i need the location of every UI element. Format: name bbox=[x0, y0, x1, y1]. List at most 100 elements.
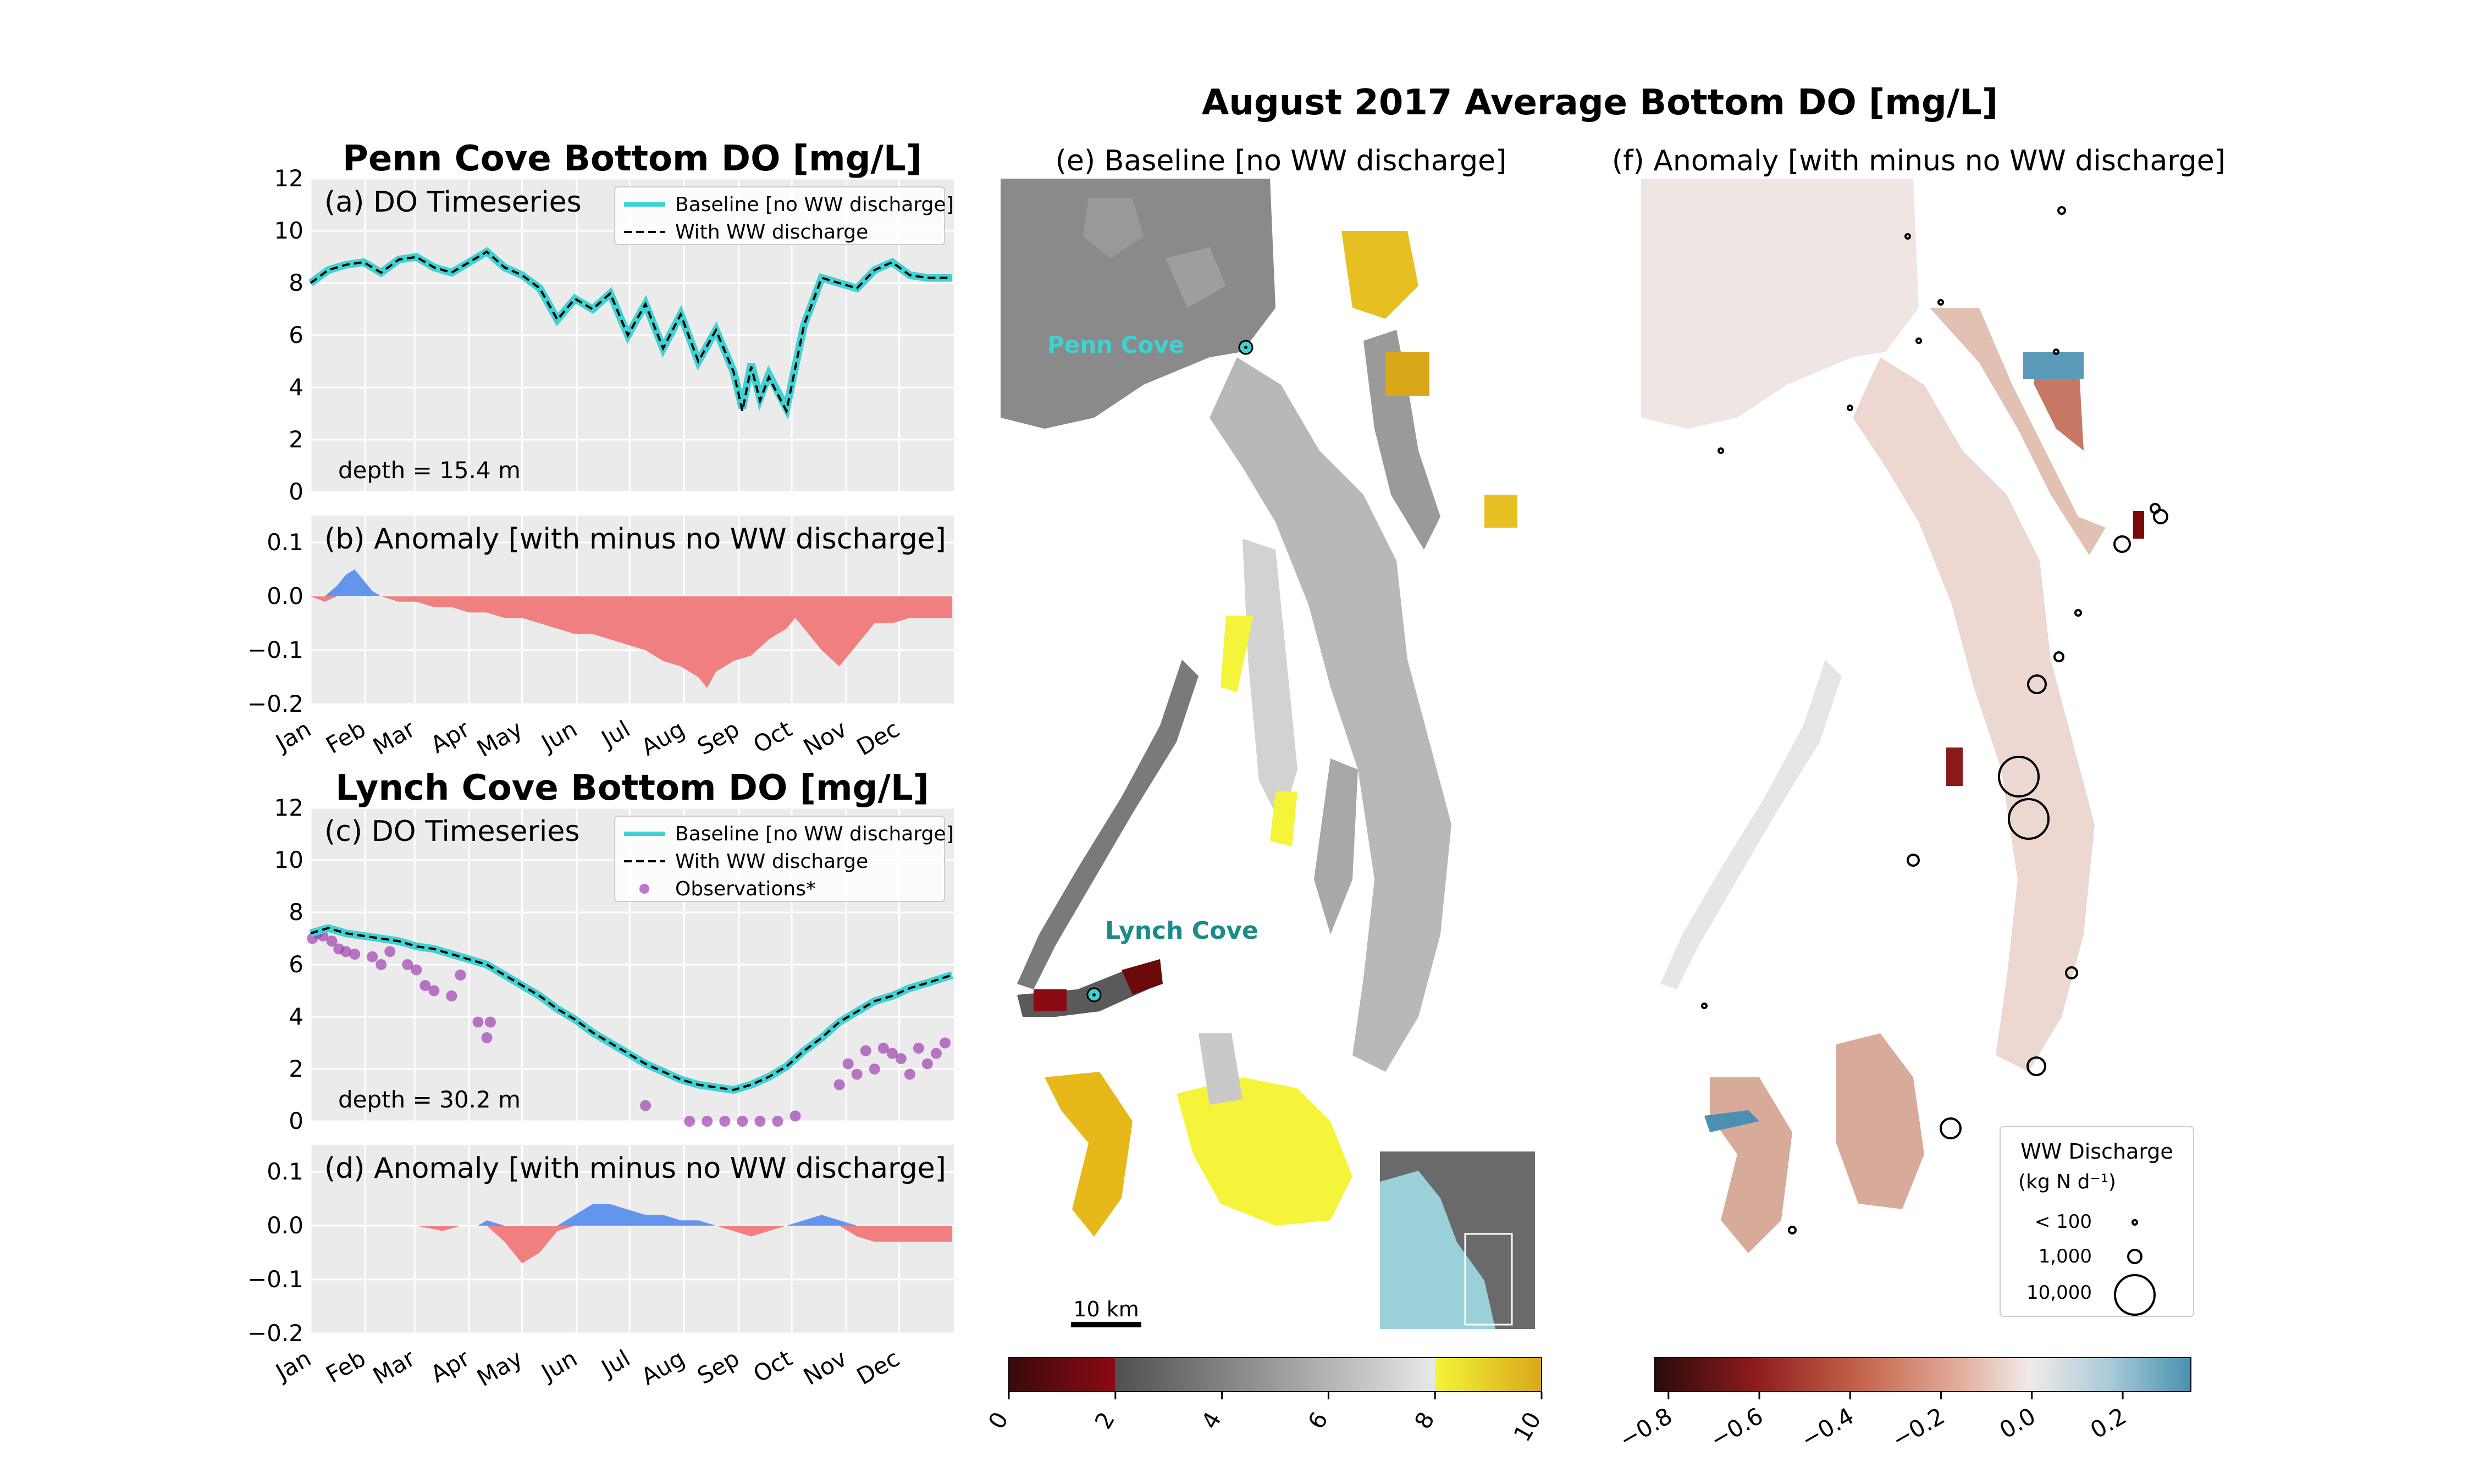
y-tick-label: 10 bbox=[274, 846, 303, 873]
discharge-legend-box bbox=[2000, 1126, 2194, 1317]
panel-d-label: (d) Anomaly [with minus no WW discharge] bbox=[324, 1152, 946, 1185]
colorbar-tick-label: 0.2 bbox=[2086, 1402, 2131, 1444]
anomaly-colorbar bbox=[1654, 1357, 2191, 1392]
discharge-legend-large: 10,000 bbox=[2026, 1282, 2092, 1304]
colorbar-tick-label: 0.0 bbox=[1995, 1402, 2040, 1444]
observation-point bbox=[904, 1068, 915, 1080]
panel-a-legend-box bbox=[614, 186, 945, 245]
y-tick-label: 12 bbox=[274, 165, 303, 192]
colorbar-tick-label: 6 bbox=[1302, 1408, 1333, 1434]
observation-point bbox=[842, 1058, 854, 1070]
observation-point bbox=[930, 1048, 942, 1059]
y-tick-label: 0.1 bbox=[267, 529, 303, 556]
observation-point bbox=[384, 946, 396, 957]
discharge-legend-medium: 1,000 bbox=[2039, 1245, 2092, 1267]
x-tick-label: Nov bbox=[799, 715, 852, 761]
observation-point bbox=[684, 1116, 695, 1127]
anomaly-colorbar-ticks: −0.8 −0.6 −0.4 −0.2 0.0 0.2 bbox=[1615, 1392, 2131, 1454]
lynch-cove-hypoxic-zone bbox=[1122, 959, 1163, 995]
y-tick-label: 6 bbox=[289, 322, 303, 348]
discharge-marker bbox=[1904, 233, 1911, 240]
y-tick-label: 12 bbox=[274, 794, 303, 821]
discharge-marker bbox=[2053, 348, 2059, 355]
x-tick-label: Apr bbox=[426, 1344, 474, 1388]
x-tick-label: Feb bbox=[321, 1344, 370, 1388]
observation-point bbox=[886, 1048, 898, 1059]
observation-point bbox=[367, 951, 378, 962]
observation-point bbox=[877, 1043, 889, 1054]
y-tick-label: 8 bbox=[289, 899, 303, 926]
discharge-marker bbox=[2065, 966, 2078, 979]
discharge-marker bbox=[2113, 535, 2131, 553]
panel-b-label: (b) Anomaly [with minus no WW discharge] bbox=[324, 523, 946, 556]
baseline-colorbar-high bbox=[1435, 1358, 1542, 1392]
anomaly-strait-water bbox=[1641, 179, 1919, 429]
observation-point bbox=[375, 959, 387, 970]
anomaly-south-positive bbox=[1704, 1110, 1759, 1132]
x-tick-label: Jul bbox=[595, 1344, 634, 1382]
y-tick-label: −0.1 bbox=[247, 636, 303, 663]
colorbar-tick-label: 8 bbox=[1409, 1408, 1440, 1434]
discharge-marker bbox=[2053, 651, 2064, 662]
observation-point bbox=[789, 1110, 801, 1122]
baseline-map: (e) Baseline [no WW discharge] Penn Cove… bbox=[983, 145, 1547, 1446]
penn-cove-map-label: Penn Cove bbox=[1047, 331, 1184, 358]
observation-point bbox=[737, 1116, 748, 1127]
penn-depth-annotation: depth = 15.4 m bbox=[338, 457, 521, 484]
y-tick-label: 0.0 bbox=[267, 1212, 303, 1239]
observation-point bbox=[719, 1116, 731, 1127]
x-tick-label: Nov bbox=[799, 1344, 852, 1390]
panel-c-yticks: 12 10 8 6 4 2 0 bbox=[274, 794, 303, 1134]
discharge-marker bbox=[1847, 405, 1853, 411]
observation-point bbox=[326, 935, 338, 947]
skagit-bay-region bbox=[1341, 231, 1418, 319]
y-tick-label: −0.2 bbox=[247, 1320, 303, 1347]
x-tick-label: May bbox=[472, 1344, 527, 1392]
penn-negative-anomaly-area bbox=[311, 596, 952, 688]
x-tick-label: Jul bbox=[595, 715, 634, 753]
y-tick-label: 0.1 bbox=[267, 1158, 303, 1185]
lynch-negative-anomaly-area bbox=[311, 1226, 952, 1264]
x-tick-label: Oct bbox=[749, 1344, 797, 1388]
lynch-baseline-line bbox=[310, 924, 953, 1094]
x-tick-label: Jun bbox=[535, 715, 582, 757]
panel-a-yticks: 12 10 8 6 4 2 0 bbox=[274, 165, 303, 505]
anomaly-saratoga bbox=[1930, 308, 2106, 555]
observation-point bbox=[913, 1043, 924, 1054]
x-tick-label: Mar bbox=[368, 1344, 420, 1389]
discharge-legend-units: (kg N d⁻¹) bbox=[2018, 1171, 2116, 1193]
lynch-cove-timeseries-chart: Lynch Cove Bottom DO [mg/L] 12 10 8 6 4 2 0 (c… bbox=[274, 768, 954, 1134]
colorbar-tick-label: 0 bbox=[983, 1408, 1014, 1434]
penn-cove-title: Penn Cove Bottom DO [mg/L] bbox=[343, 139, 922, 179]
main-basin-channel bbox=[1210, 357, 1451, 1072]
south-sound-high-do bbox=[1177, 1077, 1352, 1226]
y-tick-label: 2 bbox=[289, 1055, 303, 1082]
discharge-marker bbox=[1907, 854, 1920, 867]
observation-point bbox=[455, 970, 466, 981]
x-tick-label: Dec bbox=[852, 715, 904, 761]
observation-point bbox=[481, 1032, 493, 1043]
anomaly-main-basin bbox=[1853, 357, 2095, 1072]
colorbar-tick-label: 10 bbox=[1508, 1408, 1546, 1447]
y-tick-label: 0.0 bbox=[267, 583, 303, 610]
y-tick-label: 10 bbox=[274, 217, 303, 244]
panel-c-label: (c) DO Timeseries bbox=[324, 815, 579, 848]
penn-cove-marker-center bbox=[1244, 346, 1247, 349]
observation-point bbox=[895, 1053, 907, 1064]
observation-point bbox=[860, 1045, 871, 1056]
discharge-legend-large-marker bbox=[2114, 1274, 2156, 1316]
discharge-legend-small-marker bbox=[2131, 1219, 2138, 1226]
lynch-positive-anomaly-area bbox=[311, 1204, 952, 1226]
penn-cove-timeseries-chart: Penn Cove Bottom DO [mg/L] 12 10 8 6 4 2 0 (a)… bbox=[274, 139, 954, 505]
y-tick-label: 0 bbox=[289, 478, 303, 505]
x-tick-label: Jan bbox=[270, 715, 316, 757]
discharge-marker bbox=[1937, 299, 1944, 306]
panel-c-legend-baseline: Baseline [no WW discharge] bbox=[675, 823, 954, 845]
x-tick-label: Aug bbox=[637, 715, 689, 761]
observation-point bbox=[402, 959, 413, 970]
south-sound-channel bbox=[1199, 1033, 1242, 1105]
x-tick-label: May bbox=[472, 715, 527, 762]
central-high-do bbox=[1270, 791, 1297, 846]
observation-point bbox=[851, 1068, 863, 1080]
